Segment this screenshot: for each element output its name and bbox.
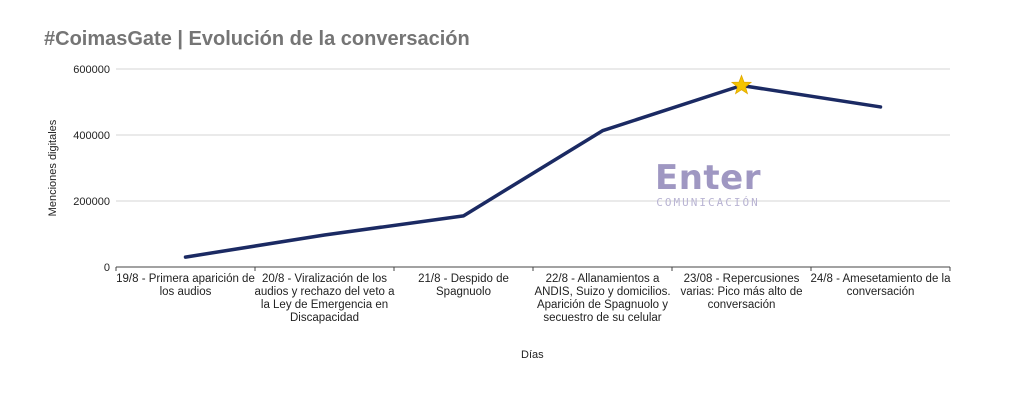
y-tick-label: 600000 — [73, 64, 110, 76]
gridlines — [116, 68, 950, 202]
series-layer — [183, 74, 883, 259]
x-category-label: 24/8 - Amesetamiento de la conversación — [810, 273, 951, 298]
y-tick-labels: 0 200000 400000 600000 — [73, 64, 110, 274]
chart-title: #CoimasGate | Evolución de la conversaci… — [44, 28, 470, 50]
x-category-label: 23/08 - Repercusiones varias: Pico más a… — [680, 273, 803, 311]
x-ticks — [115, 267, 951, 271]
watermark-sub-text: COMUNICACIÓN — [656, 196, 760, 209]
x-category-label: 22/8 - Allanamientos a ANDIS, Suizo y do… — [534, 273, 671, 324]
x-axis-title: Días — [521, 349, 544, 361]
y-axis-title: Menciones digitales — [47, 119, 59, 216]
y-tick-label: 400000 — [73, 130, 110, 142]
y-tick-label: 0 — [104, 262, 110, 274]
x-category-label: 21/8 - Despido de Spagnuolo — [418, 273, 509, 298]
star-icon — [730, 74, 753, 95]
watermark-main-text: Enter — [655, 158, 762, 198]
enter-comunicacion-watermark: Enter COMUNICACIÓN — [655, 160, 761, 209]
x-category-label: 19/8 - Primera aparición de los audios — [116, 273, 255, 298]
y-tick-label: 200000 — [73, 196, 110, 208]
x-category-label: 20/8 - Viralización de los audios y rech… — [254, 273, 395, 324]
series-line — [183, 83, 883, 259]
